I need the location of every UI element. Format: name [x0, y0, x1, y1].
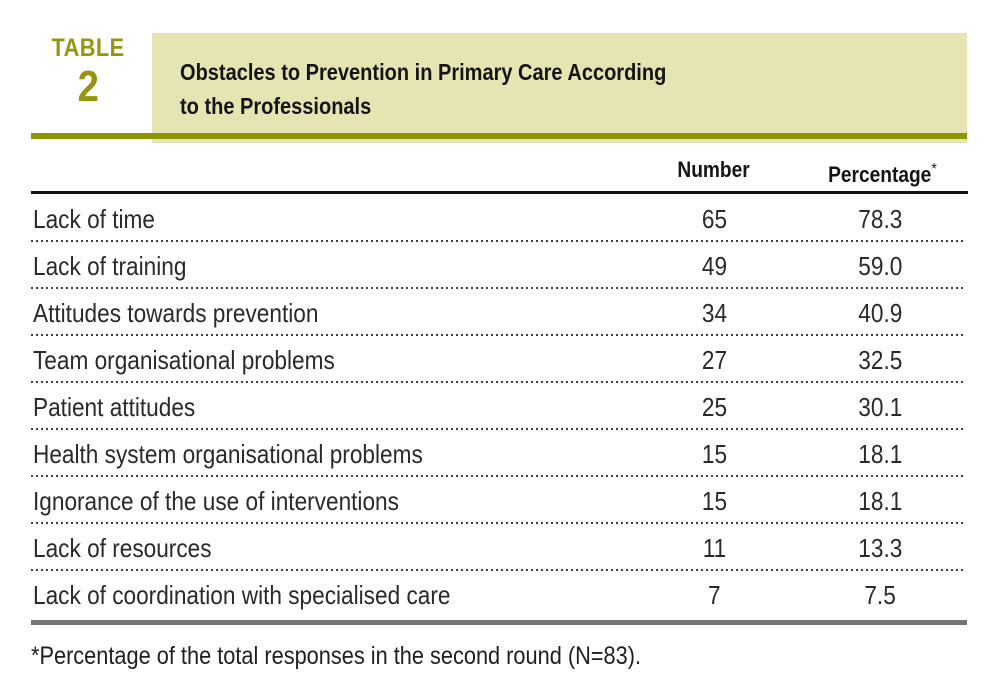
olive-divider-rule [31, 133, 967, 139]
table-title-line1: Obstacles to Prevention in Primary Care … [180, 59, 667, 85]
row-label: Team organisational problems [33, 344, 335, 375]
footnote: *Percentage of the total responses in th… [31, 642, 641, 670]
row-number-value: 15 [701, 485, 727, 516]
table-title-box: Obstacles to Prevention in Primary Care … [152, 33, 967, 143]
table-row: Lack of training 49 59.0 [31, 242, 968, 289]
row-percentage-value: 78.3 [857, 203, 903, 234]
table-row: Lack of resources 11 13.3 [31, 524, 968, 571]
row-percentage-value: 30.1 [857, 391, 903, 422]
table-title-line2: to the Professionals [180, 93, 372, 119]
row-label: Lack of resources [33, 532, 212, 563]
table-row: Ignorance of the use of interventions 15… [31, 477, 968, 524]
row-label: Lack of coordination with specialised ca… [33, 579, 451, 610]
header-rule [31, 191, 968, 194]
bottom-rule [31, 620, 967, 625]
table-row: Lack of coordination with specialised ca… [31, 571, 968, 618]
table-row: Lack of time 65 78.3 [31, 195, 968, 242]
table-word: TABLE [51, 34, 125, 62]
row-number-value: 49 [701, 250, 727, 281]
row-label: Ignorance of the use of interventions [33, 485, 399, 516]
table-row: Health system organisational problems 15… [31, 430, 968, 477]
row-number-value: 7 [707, 579, 721, 610]
footnote-marker-superscript: * [931, 161, 937, 178]
column-header-number: Number [677, 157, 751, 182]
row-label: Lack of time [33, 203, 155, 234]
table-row: Team organisational problems 27 32.5 [31, 336, 968, 383]
table-number: 2 [77, 62, 99, 111]
column-header-percentage: Percentage* [828, 161, 937, 187]
row-number-value: 25 [701, 391, 727, 422]
row-percentage-value: 13.3 [857, 532, 903, 563]
row-number-value: 27 [701, 344, 727, 375]
row-label: Attitudes towards prevention [33, 297, 319, 328]
row-number-value: 15 [701, 438, 727, 469]
row-percentage-value: 18.1 [857, 485, 903, 516]
row-percentage-value: 7.5 [864, 579, 896, 610]
row-number-value: 34 [701, 297, 727, 328]
row-number-value: 65 [701, 203, 727, 234]
table-row: Patient attitudes 25 30.1 [31, 383, 968, 430]
table-row: Attitudes towards prevention 34 40.9 [31, 289, 968, 336]
row-percentage-value: 32.5 [857, 344, 903, 375]
row-label: Lack of training [33, 250, 187, 281]
row-percentage-value: 18.1 [857, 438, 903, 469]
row-number-value: 11 [702, 532, 726, 563]
row-percentage-value: 40.9 [857, 297, 903, 328]
table-number-label: TABLE 2 [38, 36, 138, 109]
table-title: Obstacles to Prevention in Primary Care … [152, 33, 967, 123]
row-percentage-value: 59.0 [857, 250, 903, 281]
row-label: Health system organisational problems [33, 438, 423, 469]
row-label: Patient attitudes [33, 391, 196, 422]
table-body: Lack of time 65 78.3 Lack of training 49… [31, 195, 968, 618]
